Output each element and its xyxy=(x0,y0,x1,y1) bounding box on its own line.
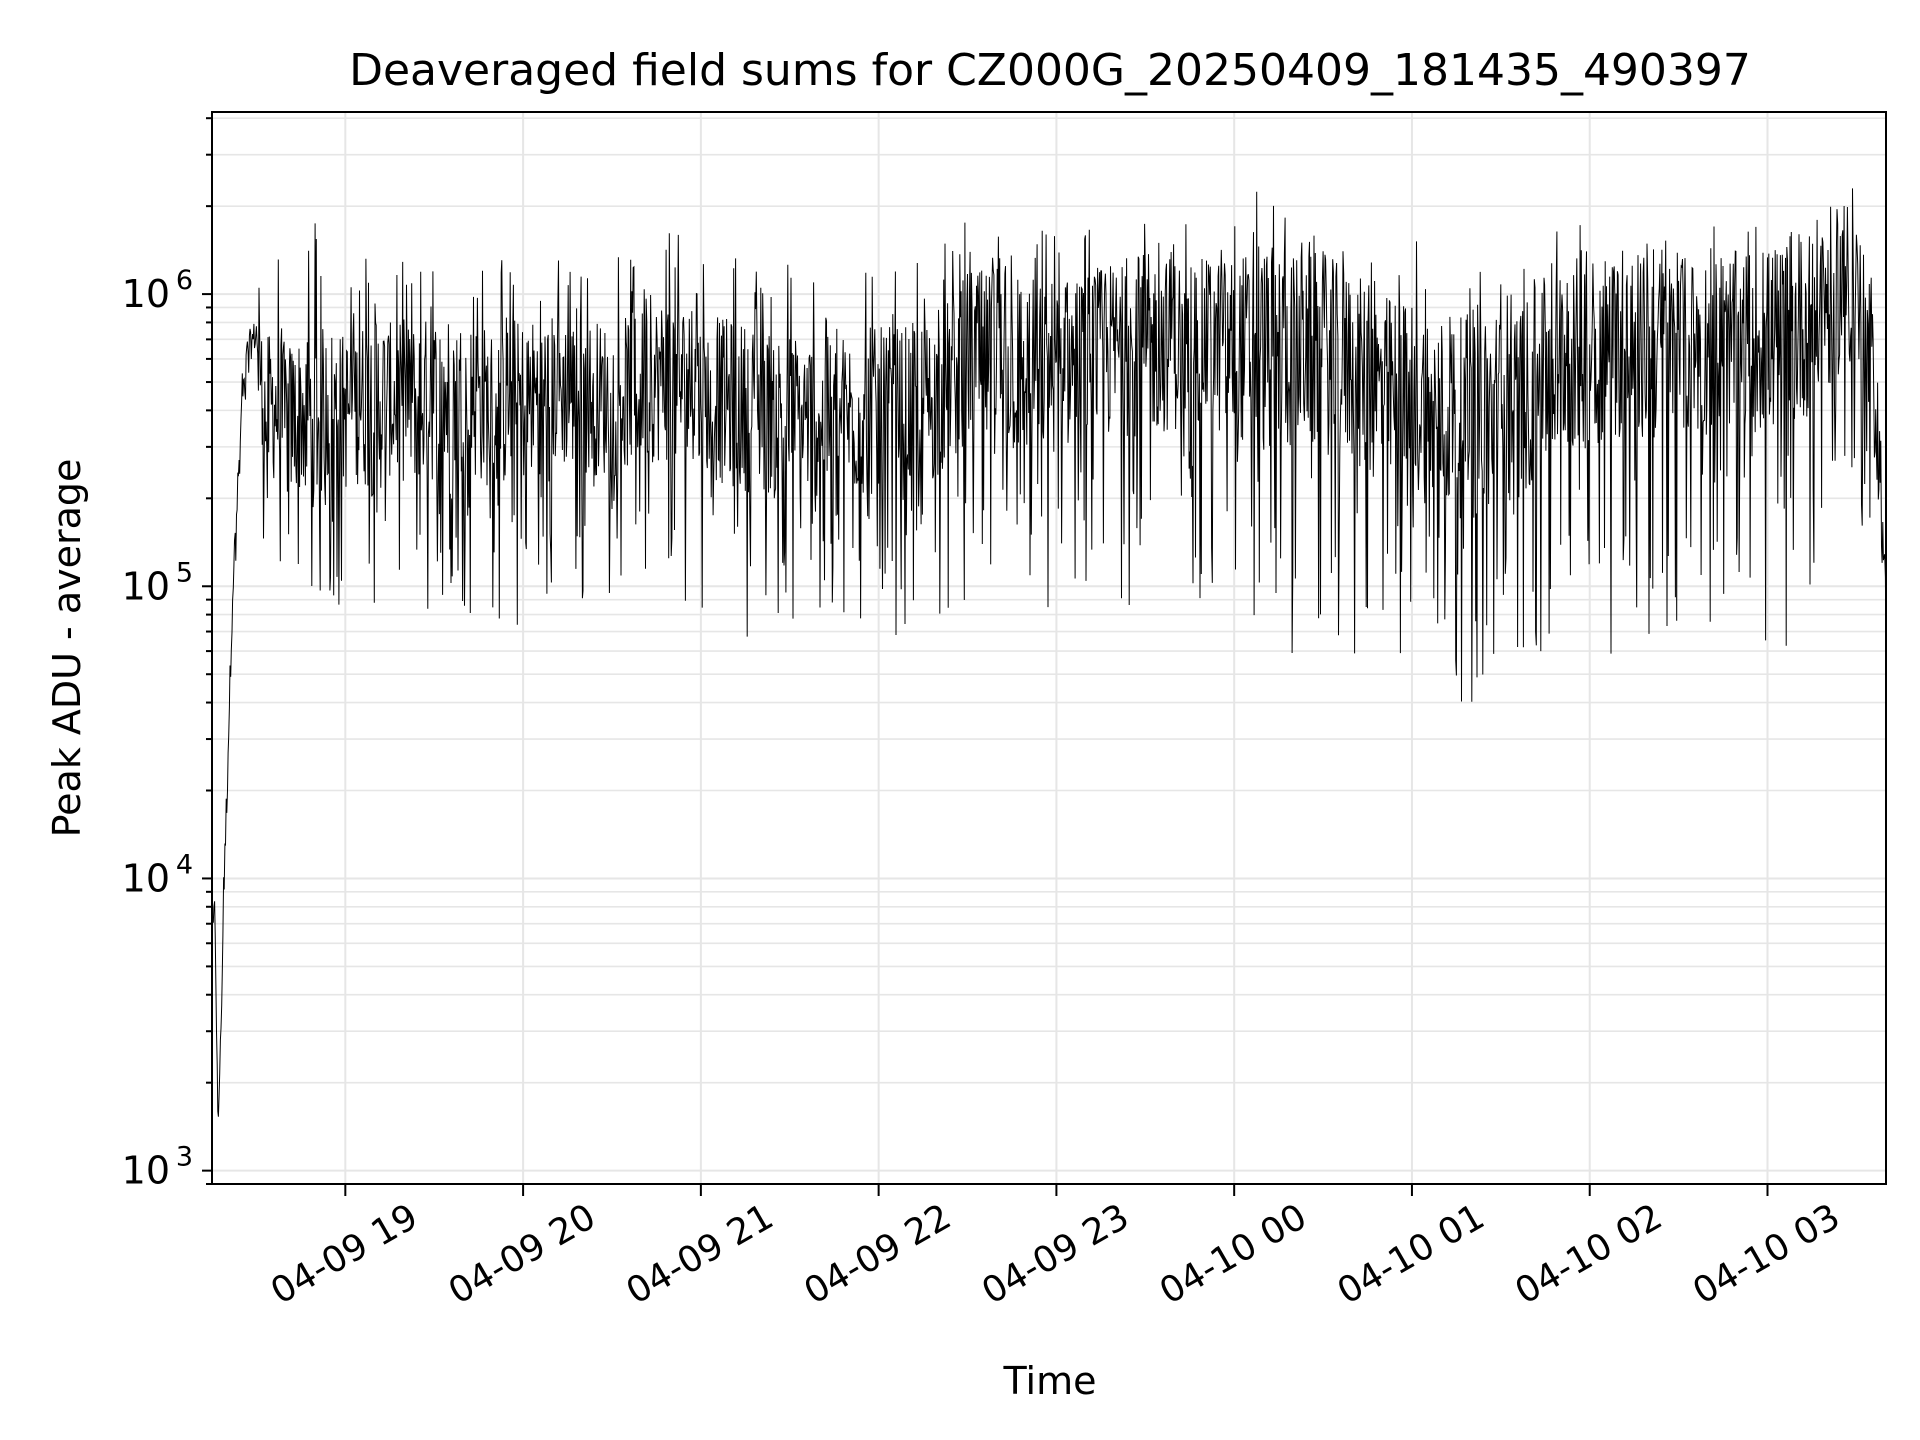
plot-frame xyxy=(211,111,1887,1185)
chart-title: Deaveraged field sums for CZ000G_2025040… xyxy=(349,45,1751,96)
y-tick-label: 10 xyxy=(122,1149,170,1193)
y-tick-exponent: 5 xyxy=(176,557,193,588)
y-tick-label: 10 xyxy=(122,856,170,900)
grid xyxy=(212,112,1886,1185)
y-tick-label: 10 xyxy=(122,564,170,608)
x-axis-label: Time xyxy=(1003,1359,1097,1403)
data-series-line xyxy=(211,188,1887,1117)
y-tick-label: 10 xyxy=(122,272,170,316)
y-tick-base: 10 xyxy=(122,272,170,316)
y-tick-base: 10 xyxy=(122,1149,170,1193)
y-axis-label: Peak ADU - average xyxy=(45,459,89,838)
y-tick-exponent: 3 xyxy=(176,1142,193,1173)
data-line-group xyxy=(211,188,1887,1117)
y-tick-exponent: 6 xyxy=(176,265,193,296)
y-tick-base: 10 xyxy=(122,856,170,900)
y-tick-base: 10 xyxy=(122,564,170,608)
y-tick-exponent: 4 xyxy=(176,849,193,880)
